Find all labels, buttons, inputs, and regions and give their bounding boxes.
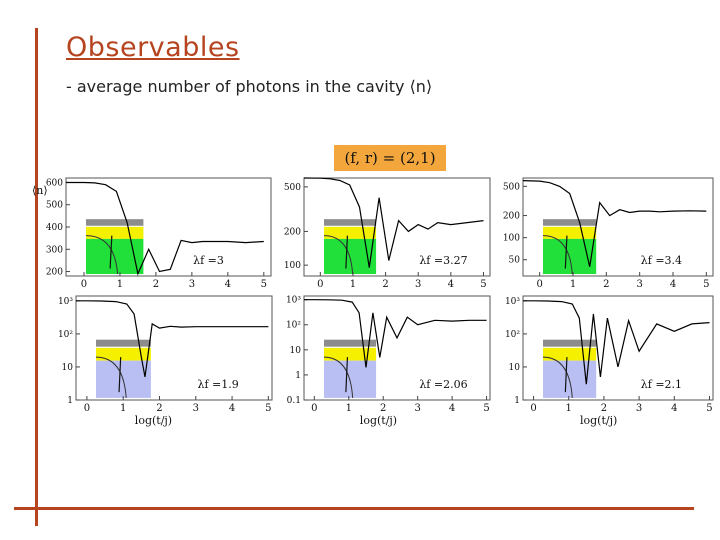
x-tick-label: 1 xyxy=(120,403,126,414)
x-tick-label: 5 xyxy=(265,403,271,414)
x-tick-label: 2 xyxy=(380,403,386,414)
parameter-badge: (f, r) = (2,1) xyxy=(334,145,446,171)
y-tick-label: 500 xyxy=(46,201,63,211)
y-tick-label: 200 xyxy=(503,212,520,222)
left-accent-rule xyxy=(35,28,38,526)
x-tick-label: 1 xyxy=(346,403,352,414)
x-tick-label: 3 xyxy=(189,279,195,290)
y-tick-label: 10² xyxy=(58,330,73,340)
x-tick-label: 4 xyxy=(229,403,235,414)
lambda-annotation: λf =3.4 xyxy=(641,254,682,267)
series-line xyxy=(304,299,487,368)
series-line xyxy=(76,300,269,378)
x-axis-label: log(t/j) xyxy=(580,414,617,427)
x-tick-label: 3 xyxy=(636,279,642,290)
y-tick-label: 10 xyxy=(62,363,74,373)
y-tick-label: 500 xyxy=(503,182,520,192)
x-tick-label: 5 xyxy=(483,403,489,414)
x-tick-label: 3 xyxy=(636,403,642,414)
y-tick-label: 50 xyxy=(509,256,521,266)
chart-top-right: 50 100 200 500 0 1 2 3 4 5 λf =3.4 xyxy=(503,177,714,290)
y-tick-label: 100 xyxy=(503,234,520,244)
chart-bottom-middle: 0.1 1 10 10² 10³ 0 1 2 3 4 5 λf =2.06 log(t/j) xyxy=(286,295,491,427)
x-tick-label: 5 xyxy=(480,279,486,290)
y-tick-label: 600 xyxy=(46,178,63,188)
y-tick-label: 400 xyxy=(46,223,63,233)
inset-diagram xyxy=(542,219,597,275)
lambda-annotation: λf =3 xyxy=(193,254,224,267)
lambda-annotation: λf =2.06 xyxy=(419,378,467,391)
y-tick-label: 300 xyxy=(46,245,63,255)
bottom-accent-rule xyxy=(14,507,694,510)
x-tick-label: 2 xyxy=(382,279,388,290)
y-tick-label: 10 xyxy=(290,346,302,356)
x-tick-label: 0 xyxy=(311,403,317,414)
x-tick-label: 3 xyxy=(414,403,420,414)
x-tick-label: 4 xyxy=(448,279,454,290)
y-tick-label: 500 xyxy=(284,183,301,193)
x-tick-label: 0 xyxy=(84,403,90,414)
x-tick-label: 3 xyxy=(193,403,199,414)
y-tick-label: 100 xyxy=(284,261,301,271)
y-tick-label: 10 xyxy=(509,363,521,373)
x-tick-label: 3 xyxy=(415,279,421,290)
y-tick-label: 200 xyxy=(46,268,63,278)
chart-top-middle: 100 200 500 0 1 2 3 4 5 λf =3.27 xyxy=(284,177,491,290)
x-tick-label: 5 xyxy=(706,403,712,414)
x-axis-label: log(t/j) xyxy=(360,414,397,427)
y-tick-label: 10³ xyxy=(58,297,73,307)
x-axis-label: log(t/j) xyxy=(135,414,172,427)
x-tick-label: 1 xyxy=(570,279,576,290)
x-tick-label: 5 xyxy=(261,279,267,290)
x-tick-label: 2 xyxy=(153,279,159,290)
x-tick-label: 2 xyxy=(156,403,162,414)
y-tick-label: 10² xyxy=(286,321,301,331)
x-tick-label: 0 xyxy=(530,403,536,414)
y-tick-label: 1 xyxy=(295,371,301,381)
x-tick-label: 0 xyxy=(81,279,87,290)
y-tick-label: 200 xyxy=(284,227,301,237)
inset-diagram xyxy=(323,219,377,275)
inset-diagram xyxy=(323,339,377,398)
x-tick-label: 0 xyxy=(317,279,323,290)
page-subtitle: - average number of photons in the cavit… xyxy=(66,77,433,96)
chart-bottom-left: 1 10 10² 10³ 0 1 2 3 4 5 λf =1.9 log(t/j) xyxy=(58,295,273,427)
y-tick-label: 0.1 xyxy=(287,396,301,406)
x-tick-label: 4 xyxy=(670,279,676,290)
lambda-annotation: λf =2.1 xyxy=(641,378,682,391)
series-line xyxy=(303,177,484,268)
x-tick-label: 4 xyxy=(225,279,231,290)
y-tick-label: 10² xyxy=(505,330,520,340)
x-tick-label: 2 xyxy=(601,403,607,414)
x-tick-label: 4 xyxy=(449,403,455,414)
inset-diagram xyxy=(85,219,144,275)
x-tick-label: 4 xyxy=(671,403,677,414)
lambda-annotation: λf =1.9 xyxy=(198,378,239,391)
series-line xyxy=(66,181,264,276)
x-tick-label: 5 xyxy=(703,279,709,290)
y-tick-label: 1 xyxy=(67,396,73,406)
series-line xyxy=(523,300,710,385)
y-axis-label: ⟨n⟩ xyxy=(32,184,48,197)
inset-diagram xyxy=(95,339,151,398)
y-tick-label: 10³ xyxy=(286,296,301,306)
x-tick-label: 1 xyxy=(350,279,356,290)
chart-top-left: 200 300 400 500 600 0 1 2 3 4 5 λf =3 ⟨n⟩ xyxy=(32,177,272,290)
x-tick-label: 1 xyxy=(117,279,123,290)
y-tick-label: 10³ xyxy=(505,297,520,307)
x-tick-label: 0 xyxy=(536,279,542,290)
lambda-annotation: λf =3.27 xyxy=(419,254,467,267)
page-title: Observables xyxy=(66,32,240,63)
x-tick-label: 2 xyxy=(603,279,609,290)
series-line xyxy=(522,180,707,267)
x-tick-label: 1 xyxy=(566,403,572,414)
y-tick-label: 1 xyxy=(514,396,520,406)
